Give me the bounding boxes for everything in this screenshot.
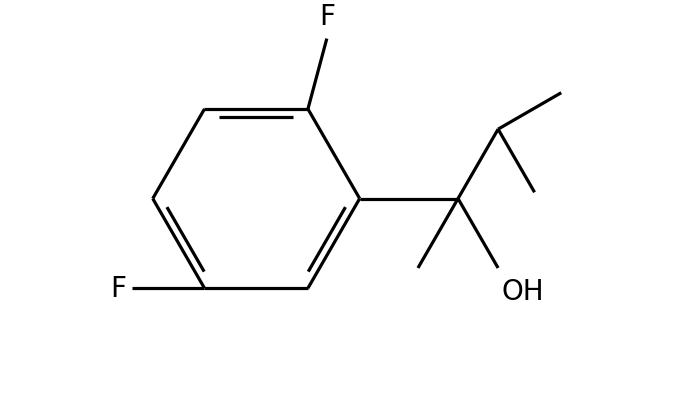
Text: F: F [109,274,126,302]
Text: OH: OH [502,277,545,305]
Text: F: F [319,3,335,31]
